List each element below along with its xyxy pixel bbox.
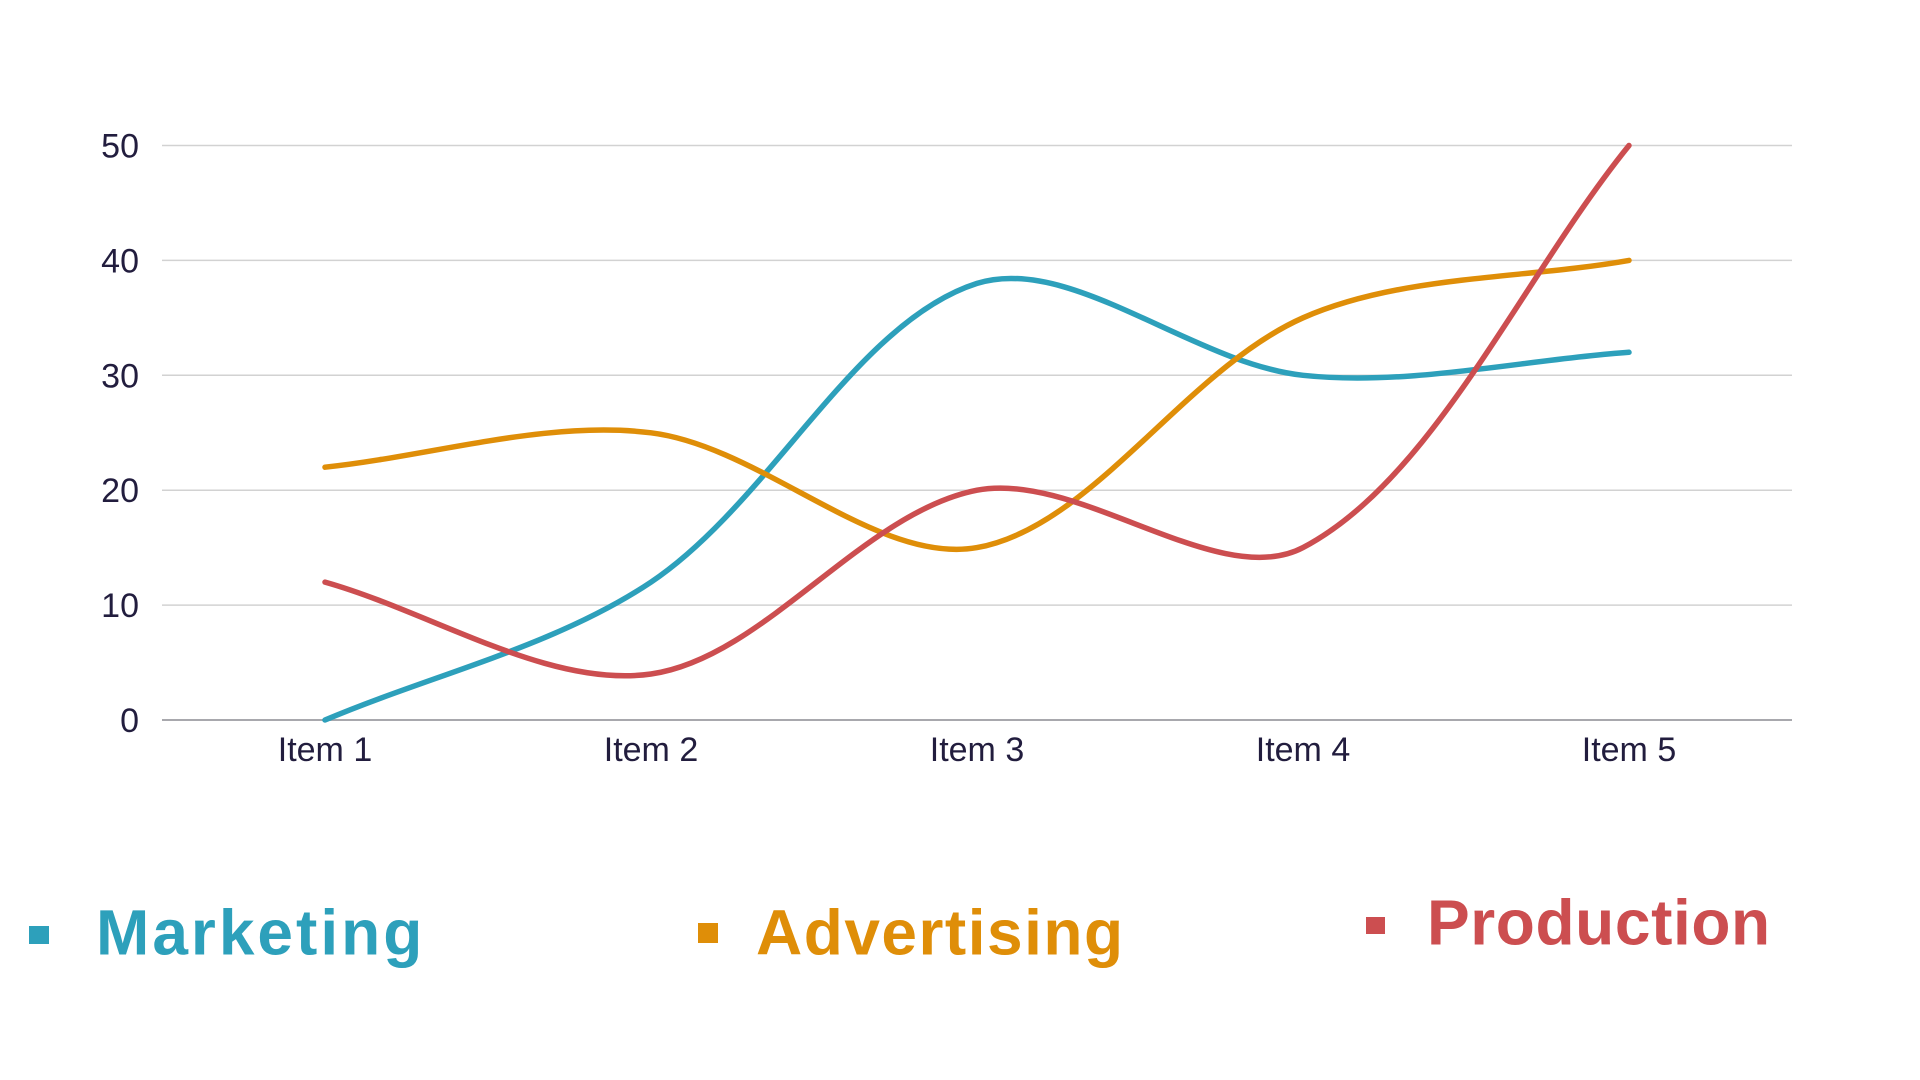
svg-text:Item 1: Item 1 (278, 731, 372, 769)
svg-text:20: 20 (101, 472, 139, 510)
svg-text:Production: Production (1427, 887, 1771, 959)
svg-text:50: 50 (101, 128, 139, 166)
svg-text:40: 40 (101, 242, 139, 280)
svg-text:Item 5: Item 5 (1582, 731, 1676, 769)
svg-text:Marketing: Marketing (96, 897, 425, 969)
svg-text:10: 10 (101, 587, 139, 625)
svg-text:0: 0 (120, 702, 139, 740)
svg-text:Advertising: Advertising (756, 897, 1125, 969)
svg-text:Item 2: Item 2 (604, 731, 698, 769)
svg-text:30: 30 (101, 357, 139, 395)
svg-text:Item 4: Item 4 (1256, 731, 1350, 769)
svg-text:Item 3: Item 3 (930, 731, 1024, 769)
